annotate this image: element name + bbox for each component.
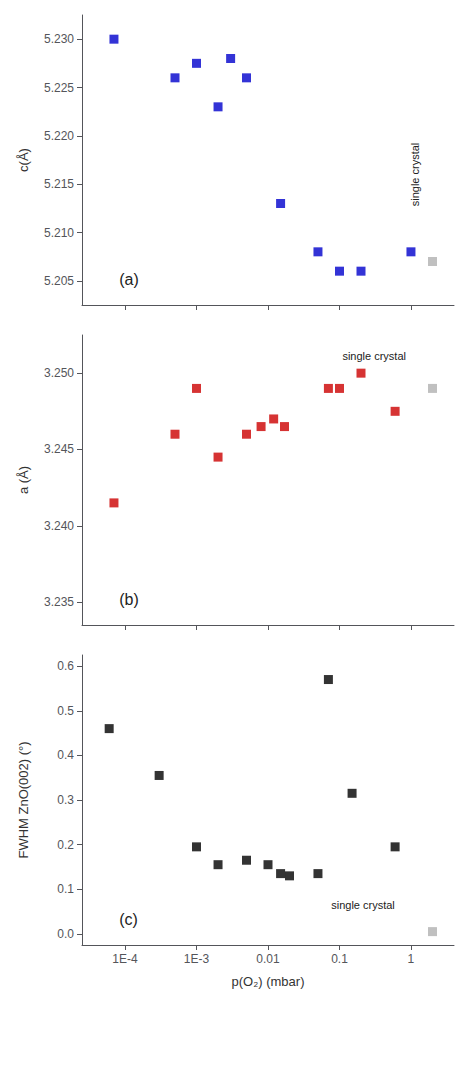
- svg-text:1: 1: [408, 952, 415, 966]
- svg-text:c(Å): c(Å): [16, 148, 31, 172]
- svg-text:0.5: 0.5: [57, 704, 74, 718]
- svg-text:5.215: 5.215: [44, 177, 74, 191]
- svg-text:(a): (a): [119, 271, 139, 288]
- svg-text:3.250: 3.250: [44, 366, 74, 380]
- svg-text:5.220: 5.220: [44, 129, 74, 143]
- svg-text:FWHM ZnO(002) (°): FWHM ZnO(002) (°): [16, 741, 31, 858]
- svg-text:p(O₂) (mbar): p(O₂) (mbar): [232, 974, 305, 989]
- svg-text:1E-3: 1E-3: [184, 952, 210, 966]
- svg-text:(c): (c): [119, 911, 138, 928]
- svg-text:3.240: 3.240: [44, 519, 74, 533]
- svg-text:0.4: 0.4: [57, 748, 74, 762]
- svg-text:5.205: 5.205: [44, 274, 74, 288]
- svg-text:0.1: 0.1: [57, 882, 74, 896]
- svg-text:a (Å): a (Å): [16, 466, 31, 494]
- svg-text:single crystal: single crystal: [331, 899, 395, 911]
- svg-text:1E-4: 1E-4: [112, 952, 138, 966]
- svg-text:0.2: 0.2: [57, 838, 74, 852]
- svg-text:single crystal: single crystal: [342, 350, 406, 362]
- svg-text:0.0: 0.0: [57, 927, 74, 941]
- svg-text:0.6: 0.6: [57, 659, 74, 673]
- svg-text:single crystal: single crystal: [409, 143, 421, 207]
- svg-text:3.245: 3.245: [44, 442, 74, 456]
- svg-text:0.1: 0.1: [331, 952, 348, 966]
- svg-text:0.01: 0.01: [256, 952, 280, 966]
- svg-text:5.230: 5.230: [44, 32, 74, 46]
- svg-text:5.225: 5.225: [44, 81, 74, 95]
- svg-text:0.3: 0.3: [57, 793, 74, 807]
- svg-text:5.210: 5.210: [44, 226, 74, 240]
- svg-text:3.235: 3.235: [44, 595, 74, 609]
- svg-text:(b): (b): [119, 591, 139, 608]
